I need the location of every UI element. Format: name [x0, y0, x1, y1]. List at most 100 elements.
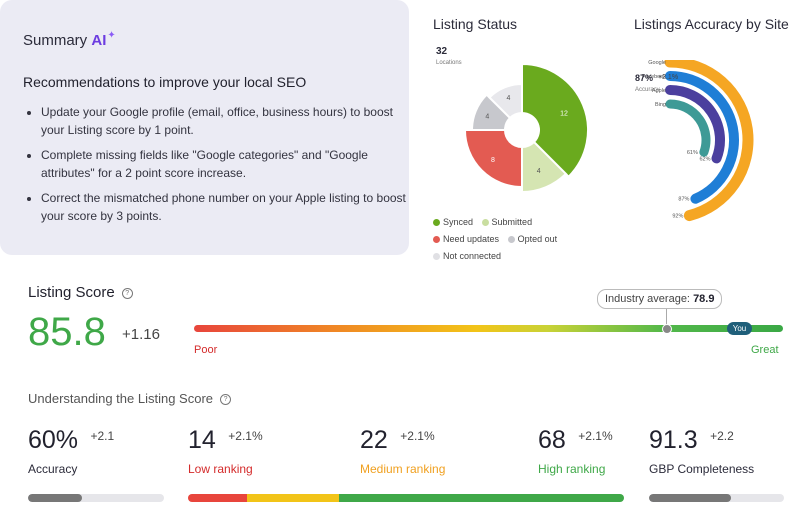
- ranking-distribution-bar: [188, 494, 624, 502]
- ring-pct-label: 92%: [672, 214, 683, 220]
- recommendation-item: Complete missing fields like "Google cat…: [41, 146, 411, 182]
- ring-apple[interactable]: [665, 85, 725, 164]
- metric-label: Accuracy: [28, 462, 78, 476]
- listing-score-delta: +1.16: [122, 326, 160, 343]
- recommendations-heading: Recommendations to improve your local SE…: [23, 74, 307, 90]
- legend-submitted[interactable]: Submitted: [481, 214, 533, 231]
- recommendation-item: Update your Google profile (email, offic…: [41, 103, 411, 139]
- help-icon[interactable]: ?: [121, 288, 133, 299]
- metric-label: GBP Completeness: [649, 462, 755, 476]
- metric-delta: +2.2: [710, 429, 734, 443]
- ring-pct-label: 61%: [687, 150, 698, 156]
- metric-value: 60%: [28, 426, 79, 454]
- overall-accuracy-value: 87%: [635, 73, 654, 83]
- site-label-apple: Apple: [652, 88, 666, 94]
- metric-delta: +2.1%: [400, 429, 435, 443]
- legend-dot: [507, 236, 515, 244]
- site-label-facebook: Facebook: [642, 74, 666, 80]
- locations-count: 32: [436, 46, 448, 57]
- gbp-completeness-progress-fill: [649, 494, 732, 502]
- donut-slice-synced[interactable]: [521, 62, 589, 179]
- donut-slice-label: 4: [537, 168, 541, 175]
- locations-label: Locations: [436, 60, 462, 66]
- legend-synced[interactable]: Synced: [433, 214, 473, 231]
- listing-score-bar: [194, 325, 783, 332]
- metric-gbp-completeness: 91.3 +2.2: [649, 426, 734, 455]
- great-label: Great: [751, 344, 779, 356]
- metric-low-ranking: 14 +2.1%: [188, 426, 263, 455]
- metric-label: High ranking: [538, 462, 606, 476]
- summary-title-text: Summary: [23, 32, 88, 49]
- legend-not-connected[interactable]: Not connected: [433, 248, 501, 265]
- listing-score-title: Listing Score?: [28, 284, 133, 301]
- industry-average-marker: [662, 324, 672, 334]
- metric-value: 68: [538, 426, 566, 454]
- legend-need-updates[interactable]: Need updates: [433, 231, 499, 248]
- metric-label: Low ranking: [188, 462, 253, 476]
- ranking-segment-low-ranking: [188, 494, 247, 502]
- summary-title: Summary AI✦: [23, 30, 116, 49]
- metric-value: 14: [188, 426, 216, 454]
- ring-pct-label: 62%: [699, 156, 710, 162]
- listing-status-donut: 12 4 8 4 4: [463, 62, 589, 194]
- accuracy-progress: [28, 494, 164, 502]
- ring-bing[interactable]: [665, 99, 711, 157]
- donut-slice-label: 4: [485, 114, 489, 121]
- metric-accuracy: 60% +2.1: [28, 426, 114, 455]
- metric-high-ranking: 68 +2.1%: [538, 426, 613, 455]
- metric-delta: +2.1%: [228, 429, 263, 443]
- ring-facebook[interactable]: [665, 71, 739, 204]
- ai-badge: AI: [91, 32, 107, 49]
- legend-opted-out[interactable]: Opted out: [507, 231, 558, 248]
- ring-google[interactable]: [664, 60, 754, 222]
- site-label-google: Google: [648, 60, 666, 66]
- industry-average-label: Industry average:: [605, 293, 690, 305]
- poor-label: Poor: [194, 344, 218, 356]
- metric-medium-ranking: 22 +2.1%: [360, 426, 435, 455]
- legend-label: Not connected: [443, 251, 502, 261]
- overall-accuracy-label: Accuracy: [635, 87, 660, 93]
- donut-slice-need-updates[interactable]: [463, 129, 523, 189]
- sparkle-icon: ✦: [107, 30, 116, 41]
- accuracy-progress-fill: [28, 494, 83, 502]
- legend-dot: [481, 219, 489, 227]
- legend-label: Submitted: [491, 217, 533, 227]
- industry-average-line: [666, 303, 667, 325]
- understanding-title: Understanding the Listing Score?: [28, 391, 232, 406]
- overall-accuracy-delta: +2.1%: [658, 74, 679, 81]
- industry-average-value: 78.9: [693, 293, 715, 305]
- legend-label: Synced: [443, 217, 474, 227]
- donut-slice-label: 4: [506, 95, 510, 102]
- metric-delta: +2.1: [90, 429, 115, 443]
- donut-slice-label: 8: [491, 157, 495, 164]
- donut-slice-label: 12: [560, 111, 568, 118]
- listing-score-title-text: Listing Score: [28, 284, 115, 301]
- donut-slice-not-connected[interactable]: [488, 82, 523, 120]
- industry-average-tooltip: Industry average: 78.9: [597, 289, 723, 309]
- summary-panel: [0, 0, 409, 255]
- donut-slice-opted-out[interactable]: [470, 93, 512, 131]
- donut-slice-submitted[interactable]: [521, 140, 568, 194]
- listing-status-legend: Synced Submitted Need updates Opted out …: [433, 214, 603, 265]
- understanding-title-text: Understanding the Listing Score: [28, 391, 214, 406]
- gbp-completeness-progress: [649, 494, 784, 502]
- recommendation-item: Correct the mismatched phone number on y…: [41, 189, 411, 225]
- metric-delta: +2.1%: [578, 429, 613, 443]
- ranking-segment-high-ranking: [338, 494, 624, 502]
- legend-dot: [433, 236, 440, 244]
- listing-status-title: Listing Status: [433, 16, 518, 32]
- metric-label: Medium ranking: [360, 462, 446, 476]
- ranking-segment-medium-ranking: [246, 494, 339, 502]
- metric-value: 91.3: [649, 426, 698, 454]
- accuracy-by-site-title: Listings Accuracy by Site: [634, 16, 789, 32]
- legend-label: Need updates: [443, 234, 500, 244]
- site-label-bing: Bing: [655, 102, 666, 108]
- ring-pct-label: 87%: [678, 197, 689, 203]
- help-icon[interactable]: ?: [220, 394, 232, 405]
- listing-score-value: 85.8: [28, 310, 106, 354]
- legend-dot: [433, 253, 440, 261]
- legend-label: Opted out: [517, 234, 558, 244]
- recommendations-list: Update your Google profile (email, offic…: [23, 103, 411, 232]
- accuracy-rings-chart: Google 92% Facebook 87% Apple 62% Bing 61%: [642, 60, 754, 222]
- legend-dot: [433, 219, 440, 227]
